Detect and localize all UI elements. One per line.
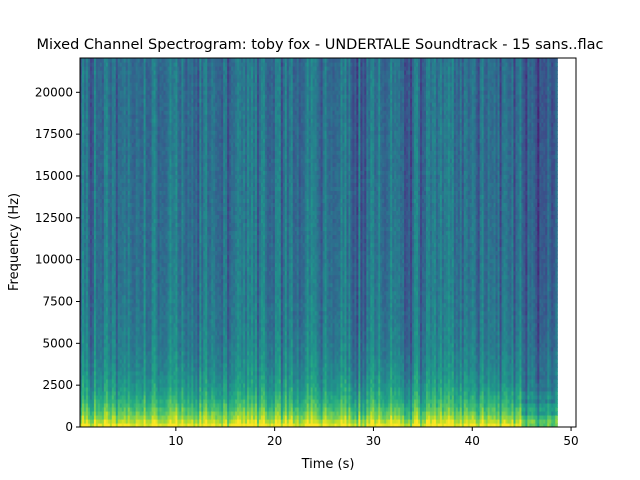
spectrogram-heatmap bbox=[80, 58, 558, 427]
y-tick-label: 20000 bbox=[35, 85, 73, 99]
y-tick-label: 0 bbox=[65, 420, 73, 434]
y-axis-label: Frequency (Hz) bbox=[7, 193, 22, 291]
y-tick-label: 2500 bbox=[42, 378, 73, 392]
y-tick-label: 12500 bbox=[35, 211, 73, 225]
x-axis: 10 20 30 40 50 bbox=[168, 427, 579, 448]
x-tick-label: 20 bbox=[267, 434, 282, 448]
y-axis: 0 2500 5000 7500 10000 12500 15000 17500 20000 bbox=[35, 85, 80, 434]
x-tick-label: 50 bbox=[563, 434, 578, 448]
x-tick-label: 30 bbox=[366, 434, 381, 448]
x-axis-label: Time (s) bbox=[301, 457, 355, 472]
y-tick-label: 5000 bbox=[42, 336, 73, 350]
y-tick-label: 17500 bbox=[35, 127, 73, 141]
y-tick-label: 15000 bbox=[35, 169, 73, 183]
plot-area bbox=[80, 58, 558, 427]
y-tick-label: 10000 bbox=[35, 253, 73, 267]
x-tick-label: 10 bbox=[168, 434, 183, 448]
x-tick-label: 40 bbox=[465, 434, 480, 448]
axes-frame bbox=[79, 57, 577, 428]
chart-title: Mixed Channel Spectrogram: toby fox - UN… bbox=[36, 37, 603, 53]
y-tick-label: 7500 bbox=[42, 294, 73, 308]
